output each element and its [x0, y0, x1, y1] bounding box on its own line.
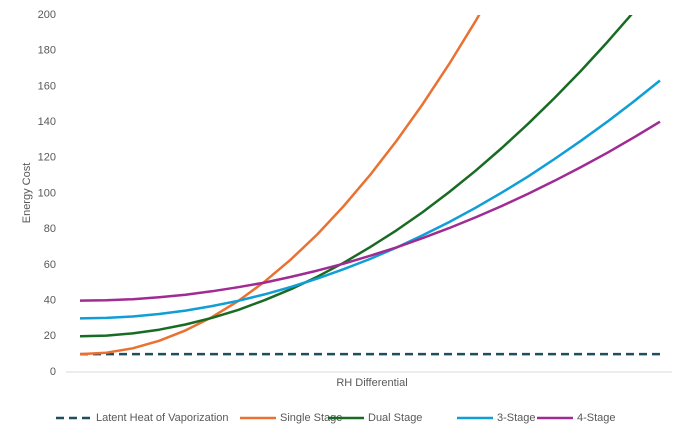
legend-label: Dual Stage — [368, 412, 422, 424]
legend-label: 4-Stage — [577, 412, 616, 424]
y-tick-label: 0 — [50, 366, 56, 378]
y-tick-label: 100 — [38, 187, 56, 199]
y-tick-label: 200 — [38, 9, 56, 21]
series-line — [79, 120, 661, 302]
y-tick-label: 60 — [44, 259, 56, 271]
y-tick-label: 20 — [44, 330, 56, 342]
series-line — [79, 15, 633, 338]
legend-label: Latent Heat of Vaporization — [96, 412, 229, 424]
plot-area — [79, 15, 661, 356]
series-line — [79, 79, 661, 320]
y-tick-label: 120 — [38, 152, 56, 164]
legend-label: Single Stage — [280, 412, 342, 424]
y-tick-label: 160 — [38, 80, 56, 92]
legend-label: 3-Stage — [497, 412, 536, 424]
y-tick-label: 80 — [44, 223, 56, 235]
y-tick-label: 140 — [38, 116, 56, 128]
series-line — [79, 15, 481, 356]
y-tick-label: 180 — [38, 45, 56, 57]
y-axis-label: Energy Cost — [21, 163, 33, 224]
x-axis-label: RH Differential — [336, 377, 407, 389]
y-tick-label: 40 — [44, 295, 56, 307]
